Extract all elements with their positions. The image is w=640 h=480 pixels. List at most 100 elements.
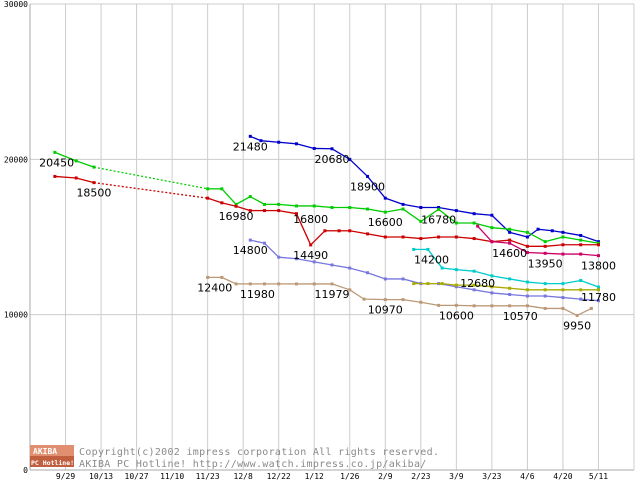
y-tick-label: 0	[23, 466, 28, 475]
data-label: 10600	[439, 309, 474, 322]
data-point	[366, 174, 370, 178]
data-point	[543, 244, 547, 248]
data-point	[277, 209, 281, 213]
x-tick-label: 2/9	[378, 472, 393, 480]
data-point	[206, 196, 210, 200]
series-segment	[456, 209, 475, 215]
data-point	[348, 229, 352, 233]
data-label: 11980	[240, 288, 275, 301]
data-point	[401, 277, 405, 281]
series-segment	[491, 214, 511, 233]
data-point	[309, 243, 313, 247]
series-segment	[75, 160, 95, 168]
data-point	[277, 282, 281, 286]
data-point	[440, 282, 444, 286]
data-point	[277, 202, 281, 206]
series-segment	[527, 228, 539, 238]
data-point	[383, 235, 387, 239]
series-segment	[385, 197, 404, 205]
series-segment	[527, 231, 546, 243]
data-point	[472, 212, 476, 216]
data-point	[525, 294, 529, 298]
data-point	[454, 303, 458, 307]
data-point	[472, 237, 476, 241]
series-segment	[349, 158, 368, 177]
data-point	[419, 205, 423, 209]
data-label: 9950	[563, 319, 591, 332]
series-segment	[221, 276, 237, 285]
series-olive	[412, 282, 600, 292]
series-segment	[438, 206, 457, 212]
data-point	[561, 252, 565, 256]
data-point	[262, 202, 266, 206]
data-point	[262, 209, 266, 213]
data-point	[348, 157, 352, 161]
series-segment	[314, 261, 333, 266]
data-point	[383, 210, 387, 214]
data-label: 10970	[368, 304, 403, 317]
x-tick-label: 3/23	[482, 472, 501, 480]
data-point	[419, 237, 423, 241]
data-point	[579, 297, 583, 301]
series-segment	[509, 293, 528, 297]
series-segment	[537, 228, 553, 232]
data-point	[490, 213, 494, 217]
copyright-footer: AKIBA PC Hotline! Copyright(c)2002 impre…	[30, 445, 439, 470]
series-segment	[474, 284, 492, 288]
data-point	[74, 159, 78, 163]
data-point	[525, 304, 529, 308]
series-segment	[349, 267, 368, 274]
series-red	[53, 174, 600, 248]
data-label: 11780	[581, 291, 616, 304]
data-point	[561, 230, 565, 234]
data-point	[508, 304, 512, 308]
series-segment	[545, 244, 563, 247]
series-segment	[385, 208, 404, 213]
data-point	[596, 285, 600, 289]
chart-axes	[29, 4, 635, 471]
series-segment	[250, 135, 262, 142]
data-point	[490, 291, 494, 295]
data-point	[323, 229, 327, 233]
data-point	[362, 297, 366, 301]
data-label: 13800	[581, 260, 616, 273]
copyright-line-2: AKIBA PC Hotline! http://www.watch.impre…	[79, 459, 427, 470]
series-segment	[545, 236, 564, 243]
data-point	[490, 226, 494, 230]
data-point	[508, 286, 512, 290]
data-point	[490, 304, 494, 308]
series-segment	[491, 286, 510, 289]
x-tick-label: 3/9	[449, 472, 464, 480]
series-segment	[207, 197, 223, 204]
data-point	[53, 150, 57, 154]
x-tick-label: 4/6	[520, 472, 535, 480]
data-label: 12680	[460, 277, 495, 290]
series-segment	[509, 287, 528, 291]
data-point	[437, 303, 441, 307]
x-tick-label: 1/26	[340, 472, 359, 480]
data-point	[454, 283, 458, 287]
data-point	[508, 238, 512, 242]
data-point	[348, 266, 352, 270]
series-segment	[438, 208, 457, 224]
series-segment	[295, 213, 312, 246]
series-green	[53, 150, 600, 245]
data-label: 20450	[39, 156, 74, 169]
series-blue	[248, 134, 600, 244]
data-point	[312, 146, 316, 150]
data-point	[579, 233, 583, 237]
series-segment	[367, 176, 386, 199]
data-label: 18900	[350, 180, 385, 193]
data-point	[596, 288, 600, 292]
series-segment	[580, 253, 599, 257]
data-point	[412, 247, 416, 251]
data-point	[454, 285, 458, 289]
logo-top-box	[30, 445, 74, 456]
data-point	[330, 282, 334, 286]
series-segment	[545, 295, 563, 299]
data-point	[454, 221, 458, 225]
series-segment	[456, 286, 475, 291]
data-point	[294, 212, 298, 216]
data-point	[366, 207, 370, 211]
data-point	[383, 298, 387, 302]
